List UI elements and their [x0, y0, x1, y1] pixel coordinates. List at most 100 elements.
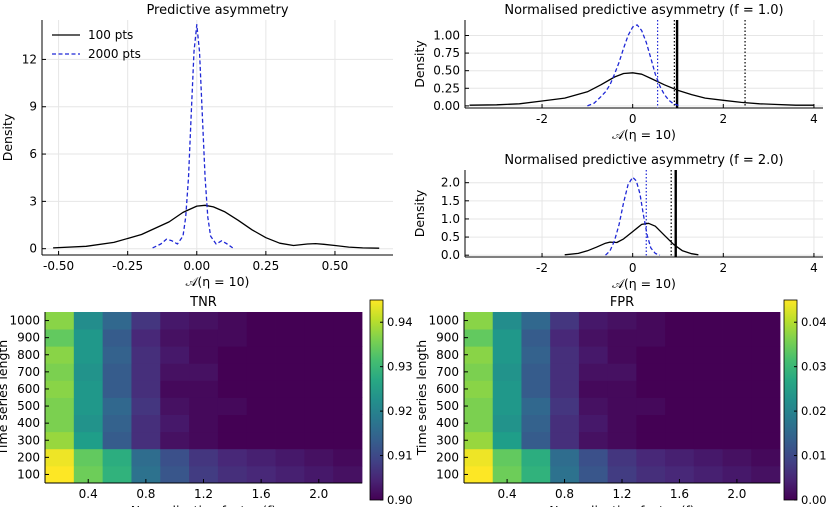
heatmap-cell: [693, 329, 723, 347]
heatmap-cell: [131, 363, 161, 381]
y-tick-label: 0: [29, 242, 37, 256]
x-tick-label: -2: [536, 261, 548, 275]
chart-title: Predictive asymmetry: [146, 3, 288, 18]
x-tick-label: 0: [629, 261, 637, 275]
heatmap-cell: [246, 380, 276, 398]
heatmap-cell: [131, 346, 161, 364]
heatmap-cell: [102, 363, 132, 381]
heatmap-cell: [45, 397, 75, 415]
chart-fpr: 0.4 0.8 1.2 1.6 2.0 100 200 300 400 500 600 700 800 9…: [414, 295, 827, 507]
heatmap-cell: [217, 465, 248, 484]
heatmap-cell: [246, 329, 276, 347]
heatmap-cell: [333, 346, 363, 364]
y-tick-label: 100: [17, 467, 40, 481]
heatmap-cell: [492, 465, 522, 484]
heatmap-cell: [160, 431, 190, 450]
heatmap-cell: [189, 329, 219, 347]
y-tick-label: 200: [436, 450, 459, 464]
colorbar: [783, 299, 798, 501]
heatmap-cell: [189, 312, 219, 330]
heatmap-cell: [636, 397, 666, 415]
y-tick-label: 1000: [428, 314, 459, 328]
heatmap-cell: [464, 431, 494, 450]
heatmap-cell: [665, 363, 695, 381]
y-tick-label: 9: [29, 100, 37, 114]
y-tick-label: 400: [17, 416, 40, 430]
heatmap-cell: [464, 380, 494, 398]
heatmap-cell: [550, 312, 580, 330]
y-tick-label: 0.25: [433, 81, 460, 95]
heatmap-cell: [578, 312, 609, 330]
heatmap-cell: [160, 465, 190, 484]
heatmap-cell: [636, 380, 666, 398]
heatmap-cell: [464, 397, 494, 415]
y-tick-label: 2.0: [441, 176, 460, 190]
heatmap-cell: [102, 414, 132, 433]
heatmap-cell: [722, 363, 752, 381]
heatmap-cell: [73, 380, 104, 398]
heatmap-cell: [45, 312, 75, 330]
heatmap-cell: [722, 329, 752, 347]
y-tick-label: 700: [17, 365, 40, 379]
heatmap-cell: [636, 448, 666, 467]
heatmap-cell: [73, 312, 104, 330]
heatmap-cell: [665, 448, 695, 467]
heatmap-cell: [275, 346, 305, 364]
heatmap-cell: [464, 312, 494, 330]
heatmap-cell: [246, 363, 276, 381]
heatmap-cell: [275, 380, 305, 398]
colorbar-tick-label: 0.02: [801, 404, 827, 418]
heatmap-cell: [275, 414, 305, 433]
heatmap-cell: [131, 448, 161, 467]
heatmap-cell: [521, 414, 551, 433]
y-tick-label: 900: [17, 331, 40, 345]
heatmap-cell: [189, 346, 219, 364]
heatmap-cell: [693, 465, 723, 484]
y-axis-label: Time series length: [0, 340, 10, 456]
heatmap-cell: [693, 397, 723, 415]
heatmap-cell: [304, 380, 334, 398]
chart-title: TNR: [189, 295, 217, 310]
x-tick-label: 2.0: [727, 487, 746, 501]
y-tick-label: 100: [436, 467, 459, 481]
heatmap-cell: [607, 397, 637, 415]
heatmap-cell: [275, 363, 305, 381]
x-tick-label: 2: [719, 261, 727, 275]
heatmap-cell: [131, 465, 161, 484]
x-axis-label: 𝒜(η = 10): [612, 276, 676, 291]
heatmap-cell: [333, 448, 363, 467]
heatmap-cell: [607, 414, 637, 433]
chart-asym: -0.50 -0.25 0.00 0.25 0.50 0 3 6 9 12 Predictive a…: [0, 3, 393, 289]
heatmap-cell: [189, 414, 219, 433]
colorbar-tick-label: 0.03: [801, 360, 827, 374]
heatmap-cell: [550, 414, 580, 433]
heatmap-cell: [665, 465, 695, 484]
heatmap-cell: [217, 380, 248, 398]
heatmap-cell: [550, 329, 580, 347]
heatmap-cell: [607, 448, 637, 467]
heatmap-cell: [521, 363, 551, 381]
x-tick-label: 1.6: [252, 487, 271, 501]
heatmap-cell: [578, 448, 609, 467]
heatmap-cell: [73, 329, 104, 347]
heatmap-cell: [217, 346, 248, 364]
heatmap-cell: [607, 380, 637, 398]
heatmap-cell: [160, 346, 190, 364]
heatmap-cell: [665, 431, 695, 450]
heatmap-cell: [607, 363, 637, 381]
heatmap-cell: [131, 431, 161, 450]
heatmap-cell: [751, 312, 781, 330]
y-tick-label: 800: [436, 348, 459, 362]
legend-label: 100 pts: [88, 28, 133, 42]
heatmap-cell: [636, 414, 666, 433]
heatmap-cell: [102, 431, 132, 450]
heatmap-cell: [665, 380, 695, 398]
y-tick-label: 1000: [9, 314, 40, 328]
series-line-100: [53, 204, 380, 249]
y-tick-label: 400: [436, 416, 459, 430]
heatmap-cell: [751, 448, 781, 467]
y-tick-label: 1.00: [433, 28, 460, 42]
x-tick-label: 0.00: [183, 259, 210, 273]
heatmap-cell: [73, 448, 104, 467]
